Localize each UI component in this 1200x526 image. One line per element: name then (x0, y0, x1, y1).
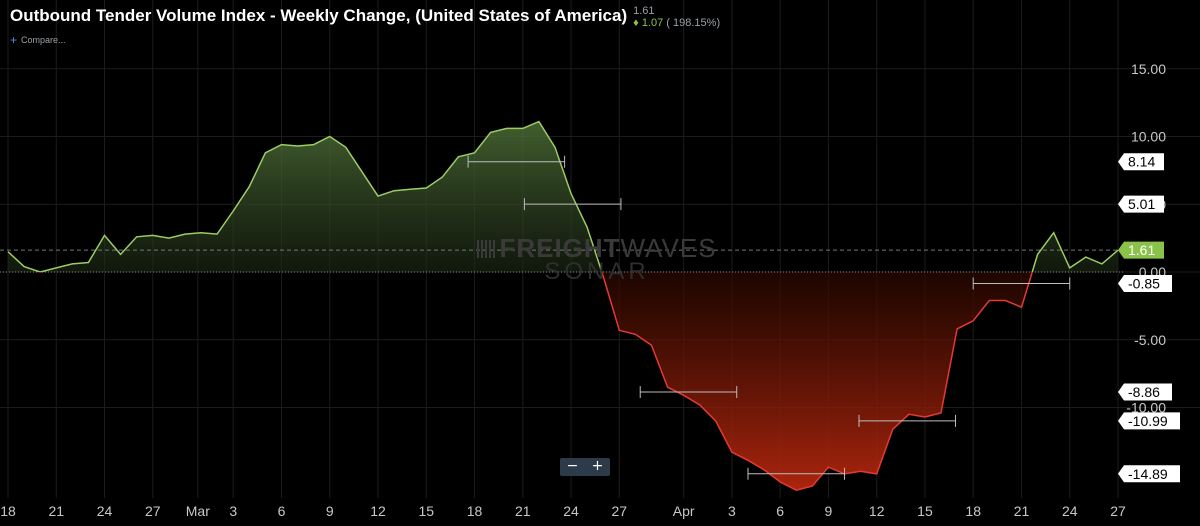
price-tag-background (1118, 465, 1180, 483)
range-marker (467, 155, 566, 168)
x-tick-label: 27 (612, 503, 628, 519)
price-tag-background (1118, 241, 1164, 259)
series-line-positive (7, 120, 1119, 272)
price-tag: -8.86 (1118, 383, 1172, 401)
chart-header: Outbound Tender Volume Index - Weekly Ch… (10, 3, 720, 31)
price-tag: -14.89 (1118, 465, 1180, 483)
price-tag: -10.99 (1118, 412, 1180, 430)
series-line-negative (37, 272, 1034, 491)
x-tick-label: 9 (326, 503, 334, 519)
x-tick-label: 27 (145, 503, 161, 519)
price-tag: 1.61 (1118, 241, 1164, 259)
x-tick-label: 15 (418, 503, 434, 519)
x-tick-label: 15 (917, 503, 933, 519)
watermark-line2: SONAR (544, 258, 650, 285)
x-tick-label: 21 (515, 503, 531, 519)
x-tick-label: 18 (0, 503, 16, 519)
price-tag: 8.14 (1118, 153, 1164, 171)
last-value: 1.61 (633, 5, 655, 17)
x-tick-label: 21 (48, 503, 64, 519)
x-tick-label: 24 (1062, 503, 1078, 519)
range-marker (523, 198, 622, 211)
y-tick-label: -10.00 (1126, 400, 1166, 416)
watermark-thin: WAVES (620, 233, 717, 263)
x-tick-label: 6 (278, 503, 286, 519)
watermark-bold: FREIGHT (499, 233, 621, 263)
price-tag-label: -8.86 (1128, 384, 1160, 400)
compare-button[interactable]: + Compare... (10, 33, 66, 47)
range-marker (747, 467, 846, 480)
y-tick-label: 15.00 (1131, 61, 1166, 77)
compare-label: Compare... (21, 35, 66, 45)
x-tick-label: 3 (728, 503, 736, 519)
x-tick-label: 24 (563, 503, 579, 519)
range-marker (639, 386, 738, 399)
chart-title: Outbound Tender Volume Index - Weekly Ch… (10, 6, 628, 25)
x-tick-label: 24 (97, 503, 113, 519)
change-readout: ♦ 1.07 ( 198.15%) (633, 17, 720, 29)
price-tag: 5.01 (1118, 195, 1164, 213)
price-tag-label: 8.14 (1128, 154, 1155, 170)
y-tick-label: -5.00 (1134, 332, 1166, 348)
price-tag-background (1118, 412, 1180, 430)
price-tag-label: -10.99 (1128, 413, 1168, 429)
price-tag-label: -14.89 (1128, 466, 1168, 482)
watermark: FREIGHTWAVES SONAR (462, 233, 732, 285)
up-arrow-icon: ♦ (633, 17, 639, 29)
x-tick-label: 18 (965, 503, 981, 519)
price-tag-background (1118, 275, 1172, 293)
price-tag-background (1118, 195, 1164, 213)
zoom-controls: − + (560, 458, 610, 476)
y-tick-label: 10.00 (1131, 129, 1166, 145)
zoom-in-button[interactable]: + (591, 458, 604, 474)
plus-icon: + (10, 33, 18, 47)
change-percent: ( 198.15%) (666, 17, 721, 29)
x-tick-label: 6 (776, 503, 784, 519)
header-values: 1.61 ♦ 1.07 ( 198.15%) (633, 3, 720, 29)
x-tick-label: 12 (869, 503, 885, 519)
x-tick-label: 27 (1110, 503, 1126, 519)
x-tick-label: 3 (229, 503, 237, 519)
x-tick-label: 21 (1014, 503, 1030, 519)
positive-area (8, 121, 1118, 272)
range-marker (972, 277, 1071, 290)
negative-area (8, 272, 1118, 491)
x-tick-label: 18 (467, 503, 483, 519)
price-tag-background (1118, 383, 1172, 401)
x-tick-label: 12 (370, 503, 386, 519)
zoom-out-button[interactable]: − (566, 458, 579, 474)
price-tag-label: 1.61 (1128, 242, 1155, 258)
freightwaves-logo-icon (477, 240, 496, 258)
range-marker (858, 414, 957, 427)
watermark-line1: FREIGHTWAVES (462, 233, 732, 263)
x-tick-label: 9 (825, 503, 833, 519)
change-value: 1.07 (641, 17, 664, 29)
x-tick-label: Apr (673, 503, 695, 519)
x-tick-label: Mar (186, 503, 210, 519)
price-tag-label: 5.01 (1128, 196, 1155, 212)
price-tag-label: -0.85 (1128, 276, 1160, 292)
price-tag-background (1118, 153, 1164, 171)
price-tag: -0.85 (1118, 275, 1172, 293)
